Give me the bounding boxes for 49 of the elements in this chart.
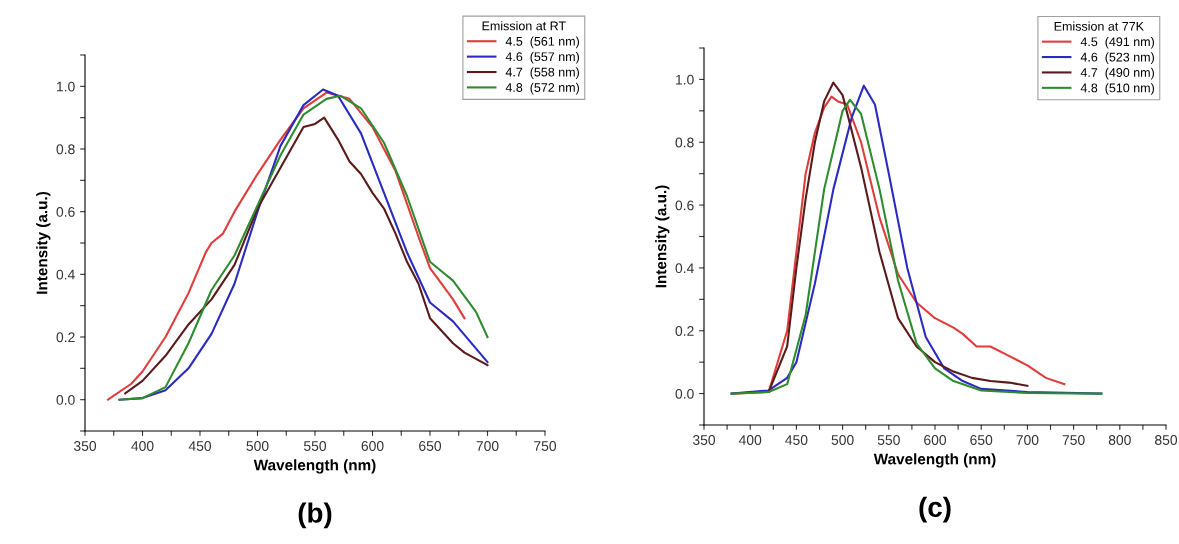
legend-label: 4.7 (490 nm) (1080, 67, 1154, 80)
x-tick-label: 650 (419, 441, 442, 451)
x-tick-label: 350 (692, 435, 716, 445)
legend-title: Emission at RT (482, 21, 566, 31)
y-tick-label: 0.0 (675, 388, 694, 399)
x-axis-title: Wavelength (nm) (873, 453, 996, 468)
x-tick-label: 750 (1062, 435, 1085, 445)
x-tick-label: 750 (534, 441, 557, 451)
text: (b) (298, 502, 332, 529)
x-tick-label: 450 (785, 435, 808, 445)
y-tick-label: 0.4 (675, 263, 694, 274)
x-tick-label: 400 (131, 441, 154, 451)
legend-title: Emission at 77K (1054, 21, 1144, 31)
text: (c) (919, 496, 951, 523)
legend-label: 4.8 (510 nm) (1080, 83, 1154, 95)
x-tick-label: 450 (188, 441, 212, 451)
x-tick-label: 600 (924, 435, 947, 445)
y-tick-label: 0.8 (675, 137, 694, 148)
x-axis-title: Wavelength (nm) (253, 459, 376, 474)
x-tick-label: 700 (1016, 435, 1039, 445)
x-tick-label: 350 (73, 441, 97, 451)
legend-label: 4.7 (558 nm) (505, 67, 579, 79)
x-tick-label: 400 (738, 435, 762, 445)
legend-label: 4.6 (523 nm) (1080, 52, 1154, 64)
y-axis-title: Intensity (a.u.) (36, 191, 51, 294)
x-tick-label: 700 (476, 441, 499, 451)
y-tick-label: 1.0 (57, 81, 75, 92)
y-tick-label: 0.2 (675, 326, 694, 336)
legend-label: 4.6 (557 nm) (505, 51, 579, 64)
x-tick-label: 550 (877, 435, 900, 445)
x-tick-label: 500 (246, 441, 269, 451)
x-tick-label: 550 (303, 441, 327, 451)
legend-label: 4.5 (561 nm) (505, 36, 579, 49)
y-tick-label: 1.0 (676, 74, 694, 85)
legend-label: 4.5 (491 nm) (1080, 36, 1154, 49)
x-tick-label: 850 (1155, 435, 1178, 445)
y-tick-label: 0.0 (56, 395, 75, 405)
y-tick-label: 0.2 (56, 332, 75, 343)
legend-label: 4.8 (572 nm) (505, 82, 579, 95)
y-tick-label: 0.6 (56, 207, 75, 217)
y-tick-label: 0.6 (675, 200, 694, 211)
x-tick-label: 800 (1108, 435, 1131, 445)
y-tick-label: 0.4 (56, 269, 75, 280)
y-axis-title: Intensity (a.u.) (655, 185, 670, 288)
x-tick-label: 600 (361, 441, 384, 451)
x-tick-label: 650 (970, 435, 993, 445)
line-series (767, 81, 1029, 394)
x-tick-label: 500 (831, 435, 854, 445)
y-tick-label: 0.8 (56, 144, 75, 155)
